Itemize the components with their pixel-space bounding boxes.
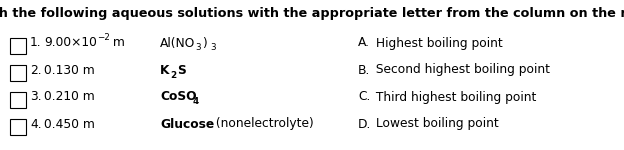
Text: Highest boiling point: Highest boiling point [372, 36, 503, 50]
Text: S: S [177, 63, 186, 76]
Text: 9.00×10: 9.00×10 [44, 36, 97, 50]
Text: m: m [109, 36, 125, 50]
Text: Third highest boiling point: Third highest boiling point [372, 90, 537, 104]
Text: 0.130 m: 0.130 m [44, 63, 95, 76]
Bar [10, 92, 26, 108]
Text: Lowest boiling point: Lowest boiling point [372, 117, 499, 130]
Text: CoSO: CoSO [160, 90, 197, 104]
Text: Match the following aqueous solutions with the appropriate letter from the colum: Match the following aqueous solutions wi… [0, 8, 624, 21]
Text: D.: D. [358, 117, 371, 130]
Text: 3.: 3. [30, 90, 42, 104]
Text: −2: −2 [97, 33, 110, 42]
Bar [10, 38, 26, 54]
Text: B.: B. [358, 63, 371, 76]
Text: 0.450 m: 0.450 m [44, 117, 95, 130]
Text: 2.: 2. [30, 63, 42, 76]
Text: 1.: 1. [30, 36, 42, 50]
Text: 3: 3 [210, 44, 216, 52]
Text: K: K [160, 63, 169, 76]
Text: C.: C. [358, 90, 371, 104]
Text: 4: 4 [193, 98, 199, 106]
Bar [10, 119, 26, 135]
Text: Al(NO: Al(NO [160, 36, 195, 50]
Text: 2: 2 [170, 70, 176, 80]
Bar [10, 65, 26, 81]
Text: 3: 3 [195, 44, 201, 52]
Text: 4.: 4. [30, 117, 42, 130]
Text: A.: A. [358, 36, 370, 50]
Text: ): ) [202, 36, 207, 50]
Text: 0.210 m: 0.210 m [44, 90, 95, 104]
Text: Second highest boiling point: Second highest boiling point [372, 63, 550, 76]
Text: Glucose: Glucose [160, 117, 214, 130]
Text: (nonelectrolyte): (nonelectrolyte) [212, 117, 314, 130]
